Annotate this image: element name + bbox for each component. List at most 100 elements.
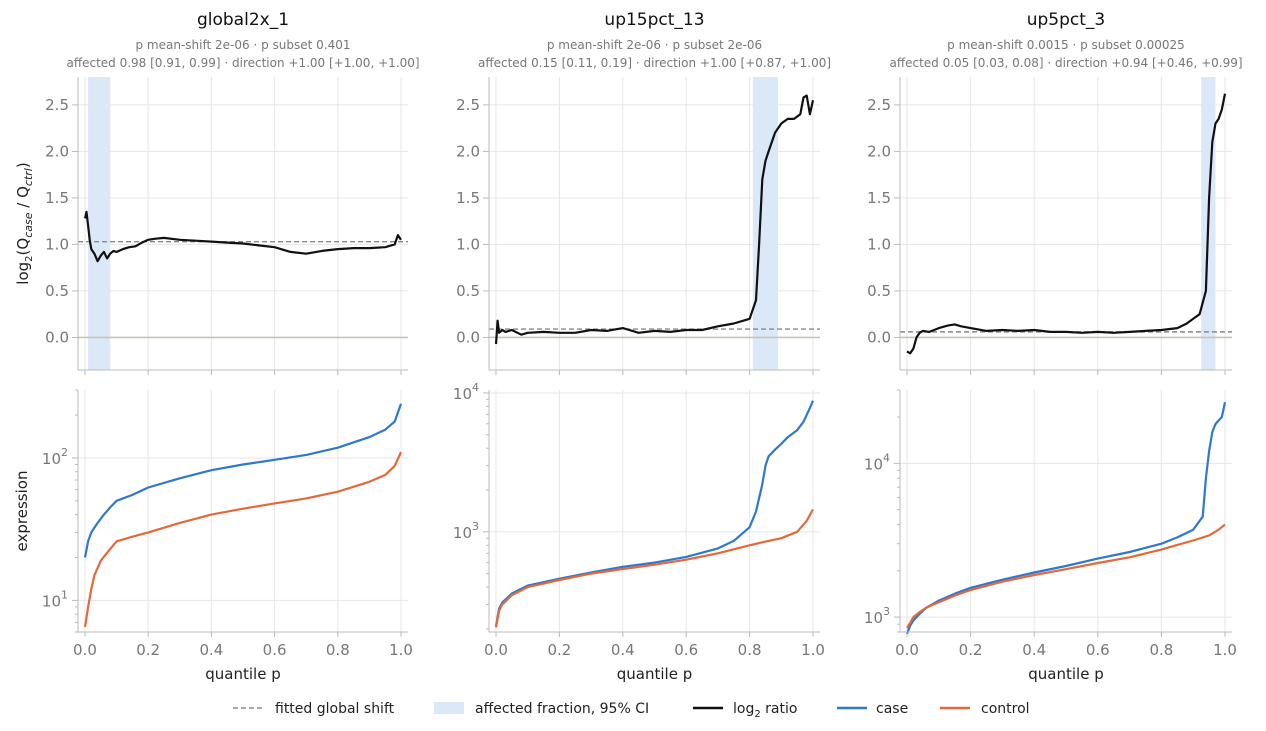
xtick-label: 0.2 [547, 641, 571, 659]
panel-title: global2x_1 [197, 10, 289, 30]
ratio-series-line [494, 94, 815, 345]
ytick-label: 1.0 [456, 235, 480, 253]
panel-title: up15pct_13 [604, 10, 704, 30]
xtick-label: 0.8 [326, 641, 350, 659]
ytick-label: 103 [864, 605, 890, 627]
expression-ylabel: expression [13, 471, 31, 552]
legend-label: case [876, 701, 908, 717]
ytick-label: 2.0 [456, 142, 480, 160]
ytick-exponent: 2 [61, 446, 68, 459]
panel-subtitle-line2: affected 0.05 [0.03, 0.08] · direction +… [889, 56, 1242, 70]
ytick-exponent: 3 [472, 520, 479, 533]
xtick-label: 0.0 [73, 641, 97, 659]
ratio-panel-3: up5pct_3p mean-shift 0.0015 · p subset 0… [867, 10, 1243, 375]
ratio-ylabel-case: case [22, 212, 35, 238]
ytick-label: 102 [42, 446, 68, 468]
panel-subtitle-line2: affected 0.98 [0.91, 0.99] · direction +… [66, 56, 419, 70]
ytick-base: 10 [864, 455, 883, 473]
xtick-label: 1.0 [1213, 641, 1237, 659]
ratio-panel-2: up15pct_13p mean-shift 2e-06 · p subset … [456, 10, 831, 375]
x-axis-label: quantile p [1028, 665, 1103, 683]
ytick-label: 2.5 [867, 96, 891, 114]
ratio-series-line [906, 93, 1227, 355]
ytick-label: 0.0 [867, 328, 891, 346]
ytick-label: 101 [42, 588, 68, 610]
panel-title: up5pct_3 [1027, 10, 1106, 30]
ytick-label: 104 [864, 451, 890, 473]
xtick-label: 0.4 [1022, 641, 1046, 659]
ytick-exponent: 4 [472, 381, 479, 394]
ratio-ylabel-two: 2 [24, 255, 35, 261]
ytick-label: 0.0 [45, 328, 69, 346]
ytick-label: 2.0 [867, 142, 891, 160]
panel-subtitle-line1: p mean-shift 0.0015 · p subset 0.00025 [947, 38, 1185, 52]
xtick-label: 0.0 [484, 641, 508, 659]
control-series-line [494, 508, 814, 628]
x-axis-label: quantile p [617, 665, 692, 683]
ytick-label: 0.0 [456, 328, 480, 346]
panel-subtitle-line1: p mean-shift 2e-06 · p subset 0.401 [136, 38, 351, 52]
ci-band [752, 77, 779, 370]
legend-label: control [981, 701, 1030, 717]
ytick-base: 10 [453, 385, 472, 403]
ytick-label: 1.5 [45, 189, 69, 207]
xtick-label: 0.6 [1086, 641, 1110, 659]
ytick-label: 0.5 [867, 282, 891, 300]
ytick-label: 104 [453, 381, 479, 403]
legend: fitted global shift affected fraction, 95… [233, 701, 1030, 720]
legend-label: affected fraction, 95% CI [475, 701, 649, 717]
ytick-exponent: 4 [883, 451, 890, 464]
xtick-label: 0.8 [1149, 641, 1173, 659]
control-series-line [83, 451, 403, 628]
ytick-base: 10 [42, 450, 61, 468]
legend-label-two: 2 [754, 709, 760, 720]
xtick-label: 0.6 [674, 641, 698, 659]
ytick-label: 1.5 [867, 189, 891, 207]
xtick-label: 0.8 [738, 641, 762, 659]
control-series-line [906, 523, 1226, 629]
ratio-series-line [83, 210, 402, 263]
case-series-line [494, 400, 815, 627]
ytick-label: 2.0 [45, 142, 69, 160]
ratio-panel-1: global2x_1p mean-shift 2e-06 · p subset … [14, 10, 420, 375]
ytick-label: 0.5 [45, 282, 69, 300]
xtick-label: 1.0 [389, 641, 413, 659]
ytick-exponent: 3 [883, 605, 890, 618]
ratio-ylabel: log2(Qcase / Qctrl) [14, 162, 35, 284]
legend-label: log2 ratio [733, 701, 797, 720]
xtick-label: 0.4 [199, 641, 223, 659]
ytick-base: 10 [42, 592, 61, 610]
xtick-label: 0.2 [136, 641, 160, 659]
ytick-base: 10 [864, 609, 883, 627]
panel-subtitle-line2: affected 0.15 [0.11, 0.19] · direction +… [478, 56, 831, 70]
ci-band [88, 77, 111, 370]
ratio-ylabel-close: ) [14, 162, 32, 168]
panel-subtitle-line1: p mean-shift 2e-06 · p subset 2e-06 [547, 38, 762, 52]
ytick-label: 1.5 [456, 189, 480, 207]
case-series-line [905, 401, 1227, 635]
xtick-label: 0.2 [959, 641, 983, 659]
xtick-label: 1.0 [801, 641, 825, 659]
xtick-label: 0.6 [263, 641, 287, 659]
ratio-ylabel-ctrl: ctrl [22, 168, 35, 186]
legend-label: fitted global shift [275, 701, 395, 717]
xtick-label: 0.4 [611, 641, 635, 659]
ytick-label: 103 [453, 520, 479, 542]
ytick-label: 1.0 [867, 235, 891, 253]
ytick-label: 2.5 [45, 96, 69, 114]
ratio-ylabel-log: log [14, 262, 32, 285]
ytick-label: 2.5 [456, 96, 480, 114]
ratio-ylabel-open: (Q [14, 238, 32, 256]
legend-label-log: log [733, 701, 754, 717]
xtick-label: 0.0 [895, 641, 919, 659]
x-axis-label: quantile p [205, 665, 280, 683]
ytick-label: 1.0 [45, 235, 69, 253]
ytick-label: 0.5 [456, 282, 480, 300]
ratio-ylabel-mid: / Q [14, 186, 32, 212]
legend-swatch-band [434, 702, 464, 714]
legend-label-ratio: ratio [761, 701, 798, 717]
